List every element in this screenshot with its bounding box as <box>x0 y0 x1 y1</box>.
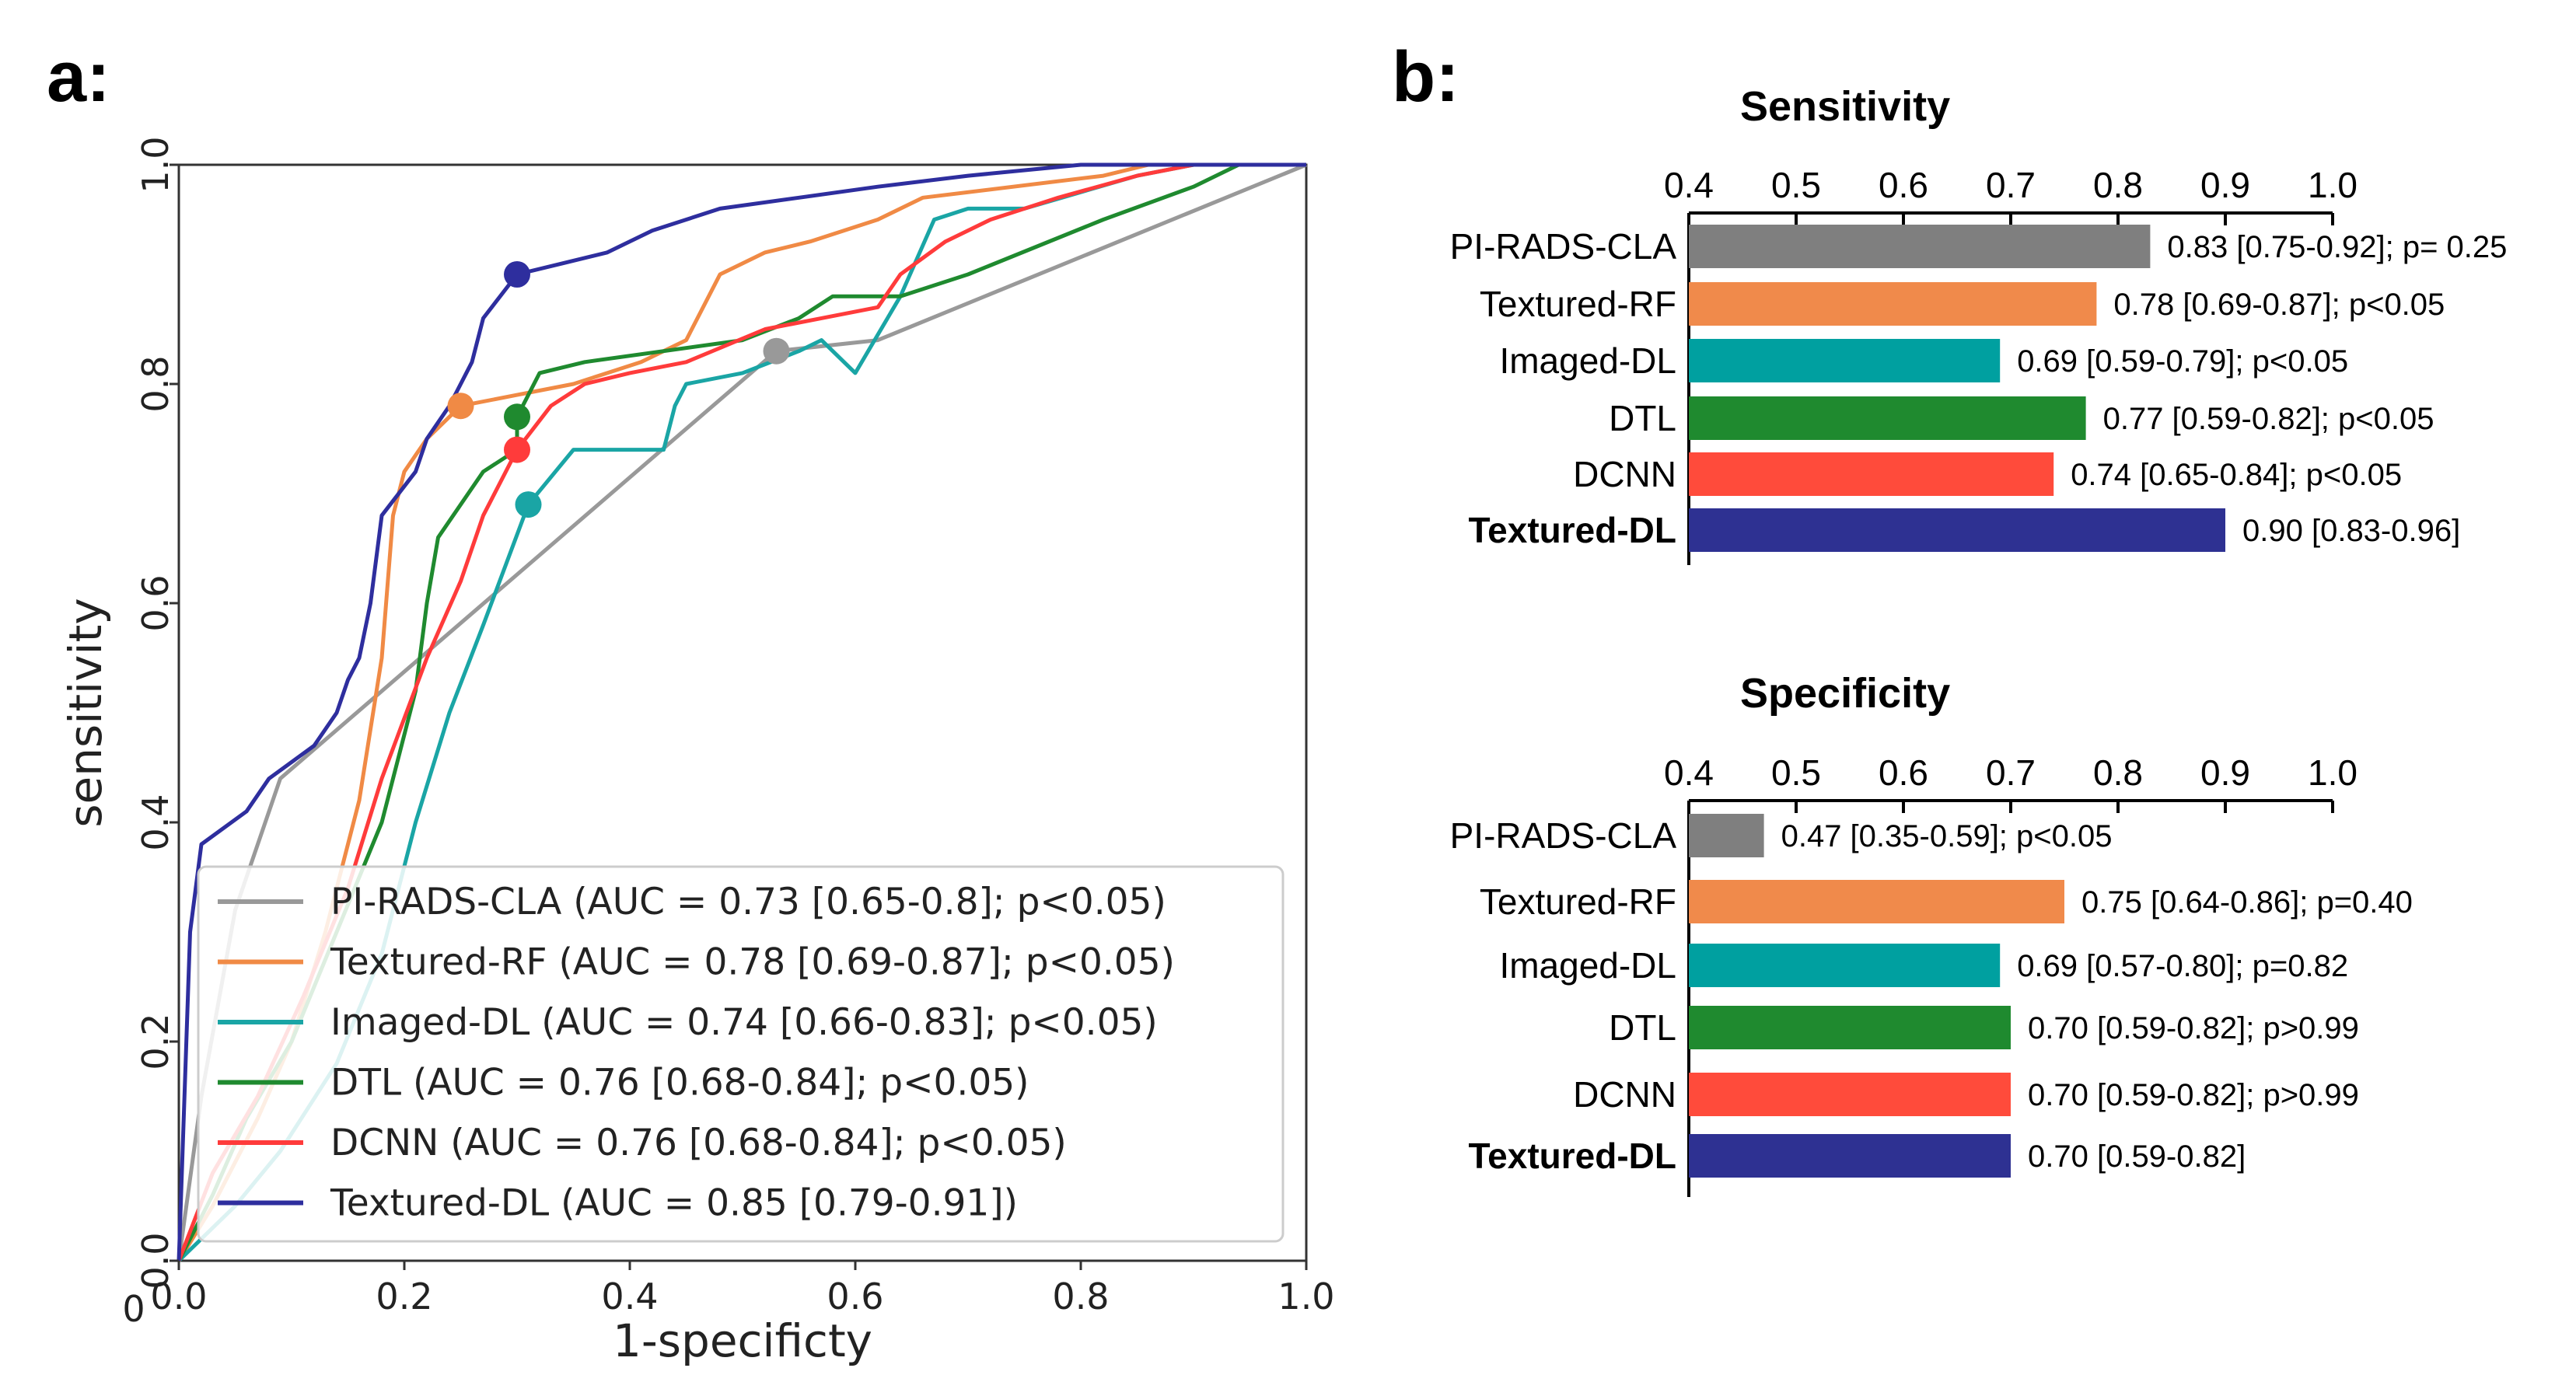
roc-x-tick-label: 1.0 <box>1278 1276 1334 1317</box>
roc-operating-point-pi-rads-cla <box>763 337 790 365</box>
sensitivity-tick-label: 0.7 <box>1986 165 2036 205</box>
sensitivity-value-label-textured-rf: 0.78 [0.69-0.87]; p<0.05 <box>2113 288 2445 322</box>
roc-operating-points <box>447 261 790 518</box>
roc-operating-point-dtl <box>504 403 530 431</box>
roc-legend-entry-pi-rads-cla: PI-RADS-CLA (AUC = 0.73 [0.65-0.8]; p<0.… <box>330 881 1166 923</box>
specificity-tick-label: 0.7 <box>1986 752 2036 793</box>
sensitivity-category-dcnn: DCNN <box>1573 454 1676 494</box>
specificity-value-label-textured-dl: 0.70 [0.59-0.82] <box>2028 1139 2246 1174</box>
sensitivity-bar-textured-rf <box>1689 282 2097 326</box>
sensitivity-bar-pi-rads-cla <box>1689 225 2151 268</box>
specificity-bar-textured-rf <box>1689 880 2064 923</box>
sensitivity-bar-imaged-dl <box>1689 339 2001 382</box>
sensitivity-bar-dtl <box>1689 396 2086 440</box>
roc-y-ticks: 0.0 0.2 0.4 0.6 0.8 1.0 <box>135 136 179 1290</box>
specificity-tick-label: 0.6 <box>1879 752 1928 793</box>
specificity-value-label-pi-rads-cla: 0.47 [0.35-0.59]; p<0.05 <box>1781 819 2113 853</box>
roc-x-ticks: 0.0 0.2 0.4 0.6 0.8 1.0 <box>150 1261 1335 1317</box>
specificity-value-label-dtl: 0.70 [0.59-0.82]; p>0.99 <box>2028 1011 2359 1045</box>
specificity-tick-label: 0.4 <box>1664 752 1714 793</box>
roc-legend-entry-dcnn: DCNN (AUC = 0.76 [0.68-0.84]; p<0.05) <box>330 1122 1067 1164</box>
roc-y-tick-label: 0.6 <box>135 574 177 631</box>
sensitivity-tick-label: 0.9 <box>2200 165 2250 205</box>
sensitivity-category-pi-rads-cla: PI-RADS-CLA <box>1450 226 1677 267</box>
specificity-tick-label: 0.8 <box>2093 752 2143 793</box>
sensitivity-category-textured-rf: Textured-RF <box>1480 284 1676 324</box>
sensitivity-bar-chart: Sensitivity 0.4 0.5 0.6 0.7 0.8 0.9 1.0 PI-RADS-… <box>1450 83 2507 565</box>
sensitivity-category-imaged-dl: Imaged-DL <box>1499 340 1676 381</box>
roc-x-tick-label: 0.0 <box>150 1276 207 1317</box>
specificity-tick-label: 1.0 <box>2308 752 2358 793</box>
roc-legend-entry-textured-rf: Textured-RF (AUC = 0.78 [0.69-0.87]; p<0… <box>330 941 1175 984</box>
specificity-chart-title: Specificity <box>1740 670 1950 717</box>
specificity-value-label-textured-rf: 0.75 [0.64-0.86]; p=0.40 <box>2081 885 2413 920</box>
roc-legend-box <box>197 865 1285 1243</box>
sensitivity-value-label-dtl: 0.77 [0.59-0.82]; p<0.05 <box>2103 402 2434 436</box>
specificity-category-dcnn: DCNN <box>1573 1074 1676 1115</box>
specificity-bar-pi-rads-cla <box>1689 814 1764 857</box>
roc-y-tick-label: 0.2 <box>135 1013 177 1070</box>
roc-y-tick-label: 0.8 <box>135 355 177 412</box>
roc-operating-point-dcnn <box>504 436 530 463</box>
roc-x-tick-label: 0.2 <box>376 1276 432 1317</box>
specificity-category-textured-rf: Textured-RF <box>1480 881 1676 922</box>
roc-legend-entry-textured-dl: Textured-DL (AUC = 0.85 [0.79-0.91]) <box>330 1182 1018 1225</box>
sensitivity-tick-label: 1.0 <box>2308 165 2358 205</box>
roc-y-tick-label: 0.4 <box>135 794 177 850</box>
roc-operating-point-textured-rf <box>447 393 474 420</box>
specificity-value-label-imaged-dl: 0.69 [0.57-0.80]; p=0.82 <box>2017 949 2348 983</box>
sensitivity-tick-label: 0.8 <box>2093 165 2143 205</box>
roc-y-tick-label: 1.0 <box>135 136 177 193</box>
sensitivity-chart-title: Sensitivity <box>1740 83 1950 130</box>
specificity-category-dtl: DTL <box>1609 1007 1676 1048</box>
sensitivity-value-label-dcnn: 0.74 [0.65-0.84]; p<0.05 <box>2071 458 2402 492</box>
specificity-tick-label: 0.5 <box>1771 752 1821 793</box>
panel-b-label: b: <box>1392 37 1459 117</box>
specificity-bar-textured-dl <box>1689 1134 2011 1178</box>
sensitivity-bar-dcnn <box>1689 452 2054 496</box>
specificity-value-label-dcnn: 0.70 [0.59-0.82]; p>0.99 <box>2028 1078 2359 1112</box>
roc-y-axis-label: sensitivity <box>59 598 112 827</box>
roc-y-tick-label: 0.0 <box>135 1232 177 1289</box>
sensitivity-category-textured-dl: Textured-DL <box>1469 510 1677 550</box>
specificity-bar-imaged-dl <box>1689 944 2001 987</box>
roc-x-tick-label: 0.8 <box>1052 1276 1109 1317</box>
sensitivity-value-label-pi-rads-cla: 0.83 [0.75-0.92]; p= 0.25 <box>2167 230 2507 264</box>
sensitivity-category-dtl: DTL <box>1609 398 1676 438</box>
roc-operating-point-textured-dl <box>504 261 530 288</box>
roc-x-origin-tick: 0 <box>122 1288 145 1330</box>
specificity-category-pi-rads-cla: PI-RADS-CLA <box>1450 815 1677 856</box>
sensitivity-value-label-imaged-dl: 0.69 [0.59-0.79]; p<0.05 <box>2017 344 2348 379</box>
specificity-bar-dcnn <box>1689 1073 2011 1116</box>
roc-legend-entry-dtl: DTL (AUC = 0.76 [0.68-0.84]; p<0.05) <box>330 1062 1029 1105</box>
roc-chart: 0.0 0.2 0.4 0.6 0.8 1.0 0.00.20.40.60.81.0 0 … <box>59 136 1335 1367</box>
roc-curve-textured-dl <box>177 162 1306 1262</box>
roc-x-tick-label: 0.4 <box>601 1276 658 1317</box>
roc-x-tick-label: 0.6 <box>827 1276 883 1317</box>
specificity-category-textured-dl: Textured-DL <box>1469 1136 1677 1176</box>
roc-x-axis-label: 1-specificty <box>613 1314 872 1367</box>
specificity-bar-dtl <box>1689 1006 2011 1049</box>
roc-legend: PI-RADS-CLA (AUC = 0.73 [0.65-0.8]; p<0.… <box>197 865 1285 1243</box>
sensitivity-bar-textured-dl <box>1689 508 2225 552</box>
roc-operating-point-imaged-dl <box>515 491 542 518</box>
panel-a-label: a: <box>47 37 110 117</box>
sensitivity-tick-label: 0.4 <box>1664 165 1714 205</box>
specificity-tick-label: 0.9 <box>2200 752 2250 793</box>
sensitivity-value-label-textured-dl: 0.90 [0.83-0.96] <box>2242 514 2460 548</box>
specificity-bar-chart: Specificity 0.4 0.5 0.6 0.7 0.8 0.9 1.0 PI-RADS-… <box>1450 670 2413 1197</box>
sensitivity-tick-label: 0.6 <box>1879 165 1928 205</box>
sensitivity-tick-label: 0.5 <box>1771 165 1821 205</box>
specificity-category-imaged-dl: Imaged-DL <box>1499 945 1676 986</box>
roc-legend-entry-imaged-dl: Imaged-DL (AUC = 0.74 [0.66-0.83]; p<0.0… <box>330 1001 1158 1044</box>
